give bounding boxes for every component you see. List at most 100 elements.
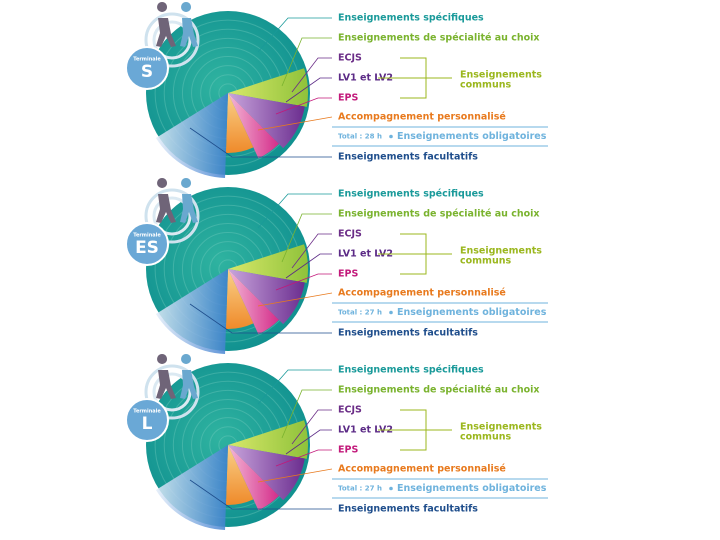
sector-eps bbox=[228, 93, 279, 159]
label-communs: Enseignements bbox=[460, 70, 542, 81]
swirl bbox=[152, 196, 192, 236]
leader-line bbox=[281, 37, 332, 87]
leader-line bbox=[275, 449, 332, 467]
leader-line bbox=[257, 369, 332, 405]
sector-specialite bbox=[228, 244, 308, 283]
badge-series: ES bbox=[135, 238, 159, 258]
sector-facultatifs bbox=[155, 269, 228, 354]
label-langues: LV1 et LV2 bbox=[338, 249, 393, 260]
leader-line bbox=[285, 77, 332, 103]
sector-accompagnement bbox=[225, 269, 254, 329]
leader-line bbox=[189, 303, 332, 334]
label-langues: LV1 et LV2 bbox=[338, 73, 393, 84]
label-specifiques: Enseignements spécifiques bbox=[338, 13, 484, 24]
leader-line bbox=[281, 389, 332, 439]
badge bbox=[125, 222, 169, 266]
sector-communs bbox=[228, 93, 305, 149]
bullet bbox=[389, 486, 393, 491]
leader-line bbox=[257, 193, 332, 229]
sector-eps bbox=[228, 269, 279, 335]
hiker bbox=[156, 2, 176, 47]
label-accompagnement: Accompagnement personnalisé bbox=[338, 464, 506, 475]
sector-specialite bbox=[228, 68, 308, 107]
badge-caption: Terminale bbox=[133, 409, 161, 415]
hiker bbox=[180, 178, 198, 223]
leader-line bbox=[291, 233, 332, 269]
sector-communs bbox=[228, 445, 305, 501]
label-ecjs: ECJS bbox=[338, 53, 362, 64]
label-specialite: Enseignements de spécialité au choix bbox=[338, 385, 540, 396]
sector-facultatifs bbox=[155, 93, 228, 178]
sector-specialite bbox=[228, 420, 308, 459]
label-facultatifs: Enseignements facultatifs bbox=[338, 328, 478, 339]
label-accompagnement: Accompagnement personnalisé bbox=[338, 112, 506, 123]
label-eps: EPS bbox=[338, 93, 358, 104]
hiker bbox=[180, 354, 198, 399]
hiker bbox=[180, 2, 198, 47]
label-communs: Enseignements bbox=[460, 422, 542, 433]
label-accompagnement: Accompagnement personnalisé bbox=[338, 288, 506, 299]
leader-line bbox=[291, 57, 332, 93]
leader-line bbox=[257, 17, 332, 53]
label-total: Total : 28 h bbox=[338, 133, 382, 141]
leader-line bbox=[189, 479, 332, 510]
leader-line bbox=[189, 127, 332, 158]
leader-line bbox=[275, 273, 332, 291]
hiker bbox=[156, 354, 176, 399]
sector-accompagnement bbox=[225, 445, 254, 505]
badge bbox=[125, 398, 169, 442]
label-total: Total : 27 h bbox=[338, 309, 382, 317]
sector-accompagnement bbox=[225, 93, 254, 154]
label-specialite: Enseignements de spécialité au choix bbox=[338, 33, 540, 44]
sector-facultatifs bbox=[155, 445, 228, 530]
label-ecjs: ECJS bbox=[338, 229, 362, 240]
label-langues: LV1 et LV2 bbox=[338, 425, 393, 436]
label-communs: communs bbox=[460, 256, 511, 267]
label-facultatifs: Enseignements facultatifs bbox=[338, 152, 478, 163]
label-specialite: Enseignements de spécialité au choix bbox=[338, 209, 540, 220]
label-eps: EPS bbox=[338, 445, 358, 456]
bullet bbox=[389, 134, 393, 139]
leader-line bbox=[257, 292, 333, 307]
badge-caption: Terminale bbox=[133, 233, 161, 239]
badge-caption: Terminale bbox=[133, 57, 161, 63]
swirl bbox=[144, 364, 200, 420]
label-communs: Enseignements bbox=[460, 246, 542, 257]
leader-line bbox=[285, 253, 332, 279]
label-communs: communs bbox=[460, 432, 511, 443]
label-obligatoires: Enseignements obligatoires bbox=[397, 131, 547, 142]
label-communs: communs bbox=[460, 80, 511, 91]
badge bbox=[125, 46, 169, 90]
label-obligatoires: Enseignements obligatoires bbox=[397, 307, 547, 318]
swirl bbox=[144, 188, 200, 244]
bracket bbox=[378, 409, 452, 451]
label-obligatoires: Enseignements obligatoires bbox=[397, 483, 547, 494]
leader-line bbox=[285, 429, 332, 455]
badge-series: L bbox=[142, 414, 153, 434]
leader-line bbox=[291, 409, 332, 445]
label-eps: EPS bbox=[338, 269, 358, 280]
label-specifiques: Enseignements spécifiques bbox=[338, 189, 484, 200]
bracket bbox=[378, 57, 452, 99]
hiker bbox=[156, 178, 176, 223]
badge-series: S bbox=[141, 62, 153, 82]
leader-line bbox=[257, 116, 333, 131]
swirl bbox=[152, 20, 192, 60]
label-specifiques: Enseignements spécifiques bbox=[338, 365, 484, 376]
leader-line bbox=[257, 468, 333, 483]
sector-eps bbox=[228, 445, 279, 511]
label-facultatifs: Enseignements facultatifs bbox=[338, 504, 478, 515]
bullet bbox=[389, 310, 393, 315]
leader-line bbox=[275, 97, 332, 115]
bracket bbox=[378, 233, 452, 275]
leader-line bbox=[281, 213, 332, 263]
label-ecjs: ECJS bbox=[338, 405, 362, 416]
swirl bbox=[152, 372, 192, 412]
swirl bbox=[144, 12, 200, 68]
sector-communs bbox=[228, 269, 305, 325]
label-total: Total : 27 h bbox=[338, 485, 382, 493]
